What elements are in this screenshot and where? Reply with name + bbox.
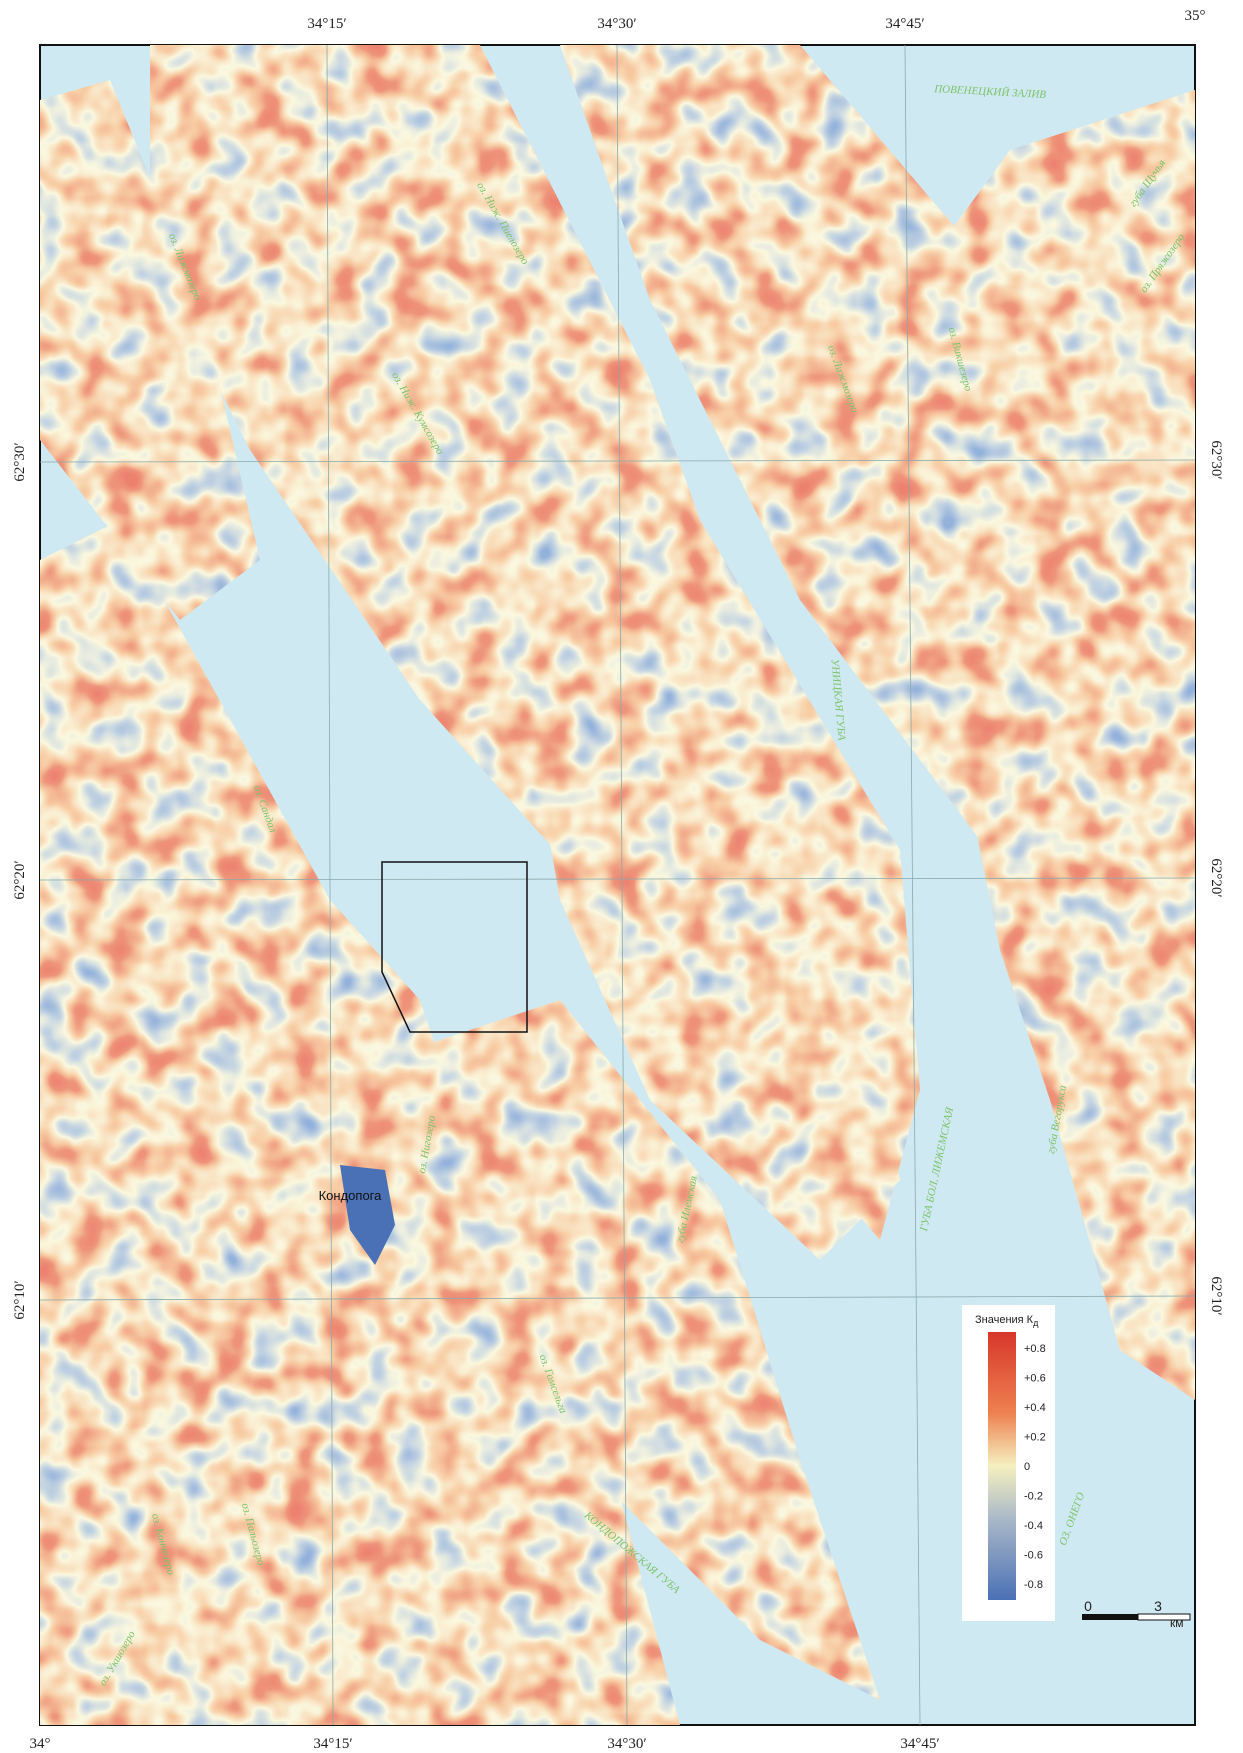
page: 34°15′ 34°30′ 34°45′ 35° 34° 34°15′ 34°3… (0, 0, 1243, 1753)
coord-label: 62°10′ (1208, 1276, 1224, 1315)
legend-title-sub: д (1033, 1318, 1039, 1328)
legend-title-text: Значения К (975, 1314, 1034, 1326)
legend-label: +0.6 (1024, 1373, 1046, 1385)
coord-label: 34°30′ (607, 1736, 646, 1752)
scale-label: 3 (1154, 1598, 1162, 1614)
legend-label: -0.4 (1024, 1520, 1043, 1532)
scale-unit: км (1170, 1616, 1184, 1630)
legend-label: +0.4 (1024, 1402, 1046, 1414)
legend-label: +0.8 (1024, 1343, 1046, 1355)
coord-label: 62°30′ (1208, 440, 1224, 479)
coord-label: 35° (1185, 8, 1206, 24)
coord-label: 34° (30, 1736, 51, 1752)
legend-label: -0.2 (1024, 1491, 1043, 1503)
legend-title: Значения Кд (975, 1314, 1039, 1328)
legend-label: -0.6 (1024, 1550, 1043, 1562)
legend: Значения Кд +0.8 +0.6 +0.4 +0.2 0 -0.2 -0.4 -0.… (962, 1305, 1055, 1621)
city-label: Кондопога (319, 1188, 383, 1203)
legend-bar (988, 1332, 1016, 1600)
legend-label: -0.8 (1024, 1579, 1043, 1591)
coord-label: 62°30′ (12, 442, 28, 481)
coord-label: 34°15′ (313, 1736, 352, 1752)
legend-label: 0 (1024, 1461, 1030, 1473)
coord-label: 62°20′ (1208, 858, 1224, 897)
map: 34°15′ 34°30′ 34°45′ 35° 34° 34°15′ 34°3… (0, 0, 1243, 1753)
coord-label: 62°20′ (12, 860, 28, 899)
scale-label: 0 (1084, 1598, 1092, 1614)
coord-label: 34°45′ (900, 1736, 939, 1752)
legend-label: +0.2 (1024, 1432, 1046, 1444)
coord-label: 34°15′ (307, 16, 346, 32)
coord-label: 34°30′ (597, 16, 636, 32)
coord-label: 34°45′ (885, 16, 924, 32)
coord-label: 62°10′ (12, 1280, 28, 1319)
